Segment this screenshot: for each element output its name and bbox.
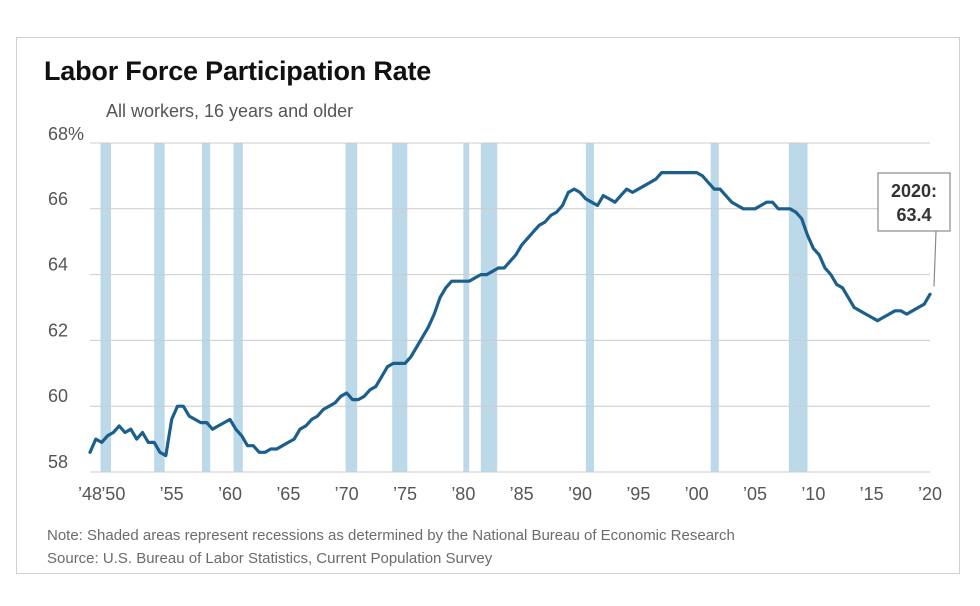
recession-band-10 <box>788 143 808 472</box>
recession-band-5 <box>392 143 408 472</box>
recession-bands <box>100 143 808 472</box>
gridlines <box>90 142 930 473</box>
series-lines <box>88 171 932 458</box>
y-tick-label: 58 <box>48 452 68 472</box>
x-tick-label: ’00 <box>685 484 709 504</box>
recession-band-9 <box>710 143 719 472</box>
recession-band-4 <box>345 143 358 472</box>
x-tick-label: ’75 <box>393 484 417 504</box>
x-tick-label: ’48 <box>78 484 102 504</box>
x-tick-label: ’65 <box>276 484 300 504</box>
x-tick-label: ’90 <box>568 484 592 504</box>
annotation-value: 63.4 <box>896 205 931 225</box>
x-axis-ticks: ’48’50 ’55 ’60 ’65 ’70 ’75 ’80 ’85 ’90 ’95 ’00 ’05 ’… <box>78 484 942 504</box>
y-tick-label: 64 <box>48 255 68 275</box>
x-tick-label: ’55 <box>160 484 184 504</box>
annotation-leader <box>933 230 937 287</box>
chart-title: Labor Force Participation Rate <box>44 56 432 86</box>
annotation-box <box>877 172 951 232</box>
recession-band-1 <box>154 143 165 472</box>
chart-source: Source: U.S. Bureau of Labor Statistics,… <box>47 550 493 567</box>
recession-band-7 <box>480 143 498 472</box>
x-tick-label: ’80 <box>451 484 475 504</box>
y-tick-label: 62 <box>48 320 68 340</box>
x-tick-label: ’50 <box>101 484 125 504</box>
y-tick-label: 60 <box>48 386 68 406</box>
chart-note: Note: Shaded areas represent recessions … <box>47 527 735 544</box>
x-tick-label: ’05 <box>743 484 767 504</box>
x-tick-label: ’85 <box>510 484 534 504</box>
annotation-callout: 2020: 63.4 <box>877 172 951 287</box>
recession-band-0 <box>100 143 111 472</box>
recession-band-6 <box>463 143 470 472</box>
series-line-0 <box>88 171 932 458</box>
x-tick-label: ’60 <box>218 484 242 504</box>
y-tick-label: 68% <box>48 124 84 144</box>
annotation-year: 2020: <box>891 181 937 201</box>
chart-subtitle: All workers, 16 years and older <box>106 101 354 121</box>
y-tick-label: 66 <box>48 189 68 209</box>
recession-band-3 <box>233 143 243 472</box>
x-tick-label: ’10 <box>801 484 825 504</box>
x-tick-label: ’20 <box>918 484 942 504</box>
y-axis-ticks: 68% 66 64 62 60 58 <box>48 124 84 472</box>
x-tick-label: ’15 <box>860 484 884 504</box>
recession-band-2 <box>202 143 211 472</box>
x-tick-label: ’70 <box>335 484 359 504</box>
x-tick-label: ’95 <box>626 484 650 504</box>
recession-band-8 <box>585 143 594 472</box>
